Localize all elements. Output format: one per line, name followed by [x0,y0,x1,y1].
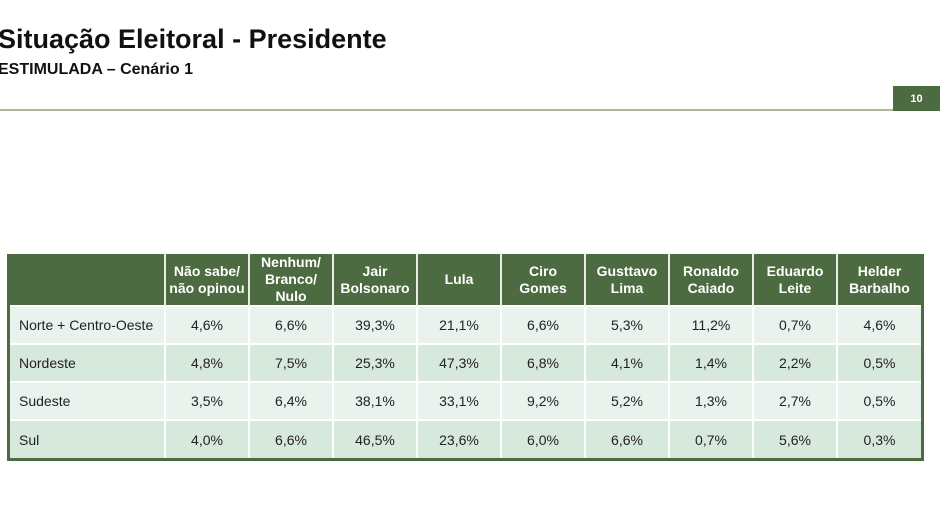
header-caiado: Ronaldo Caiado [668,254,753,306]
header-bolsonaro: Jair Bolsonaro [332,254,417,306]
value-cell: 5,2% [584,381,669,420]
header-divider [0,109,893,111]
region-cell: Norte + Centro-Oeste [10,305,165,344]
header-line: Gusttavo [596,262,658,279]
header-line: Lula [444,271,474,287]
value-cell: 1,3% [668,381,753,420]
value-cell: 6,8% [500,343,585,382]
value-cell: 0,3% [836,419,921,458]
header-barbalho: Helder Barbalho [836,254,921,306]
value-cell: 4,6% [164,305,249,344]
header-line: Não sabe/ [173,262,241,279]
value-cell: 0,5% [836,343,921,382]
value-cell: 4,0% [164,419,249,458]
header-nenhum: Nenhum/Branco/ Nulo [248,254,333,306]
value-cell: 5,3% [584,305,669,344]
value-cell: 47,3% [416,343,501,382]
page-title: Situação Eleitoral - Presidente [0,24,387,54]
value-cell: 4,6% [836,305,921,344]
value-cell: 46,5% [332,419,417,458]
table-row: Norte + Centro-Oeste 4,6% 6,6% 39,3% 21,… [10,305,921,344]
header-line: Branco/ Nulo [264,271,318,304]
header-gusttavo: Gusttavo Lima [584,254,669,306]
value-cell: 4,8% [164,343,249,382]
value-cell: 4,1% [584,343,669,382]
header-region [10,254,165,306]
header-ciro: Ciro Gomes [500,254,585,306]
value-cell: 0,5% [836,381,921,420]
header-line: Helder [857,262,902,279]
value-cell: 6,6% [584,419,669,458]
value-cell: 0,7% [752,305,837,344]
value-cell: 2,7% [752,381,837,420]
region-cell: Sul [10,419,165,458]
value-cell: 23,6% [416,419,501,458]
table-row: Nordeste 4,8% 7,5% 25,3% 47,3% 6,8% 4,1%… [10,343,921,382]
header-line: Caiado [687,279,735,296]
region-cell: Nordeste [10,343,165,382]
value-cell: 6,6% [500,305,585,344]
header-line: Bolsonaro [340,279,410,296]
value-cell: 6,6% [248,305,333,344]
value-cell: 2,2% [752,343,837,382]
table-row: Sul 4,0% 6,6% 46,5% 23,6% 6,0% 6,6% 0,7%… [10,419,921,458]
header-line: Nenhum/ [261,254,321,270]
header-leite: Eduardo Leite [752,254,837,306]
value-cell: 6,6% [248,419,333,458]
value-cell: 21,1% [416,305,501,344]
value-cell: 0,7% [668,419,753,458]
page-subtitle: ESTIMULADA – Cenário 1 [0,61,193,78]
results-table-container: Não sabe/não opinou Nenhum/Branco/ Nulo … [7,254,924,461]
header-line: Jair [362,262,388,279]
value-cell: 9,2% [500,381,585,420]
value-cell: 38,1% [332,381,417,420]
header-line: Barbalho [849,279,910,296]
value-cell: 25,3% [332,343,417,382]
value-cell: 5,6% [752,419,837,458]
value-cell: 6,4% [248,381,333,420]
value-cell: 33,1% [416,381,501,420]
value-cell: 3,5% [164,381,249,420]
table-row: Sudeste 3,5% 6,4% 38,1% 33,1% 9,2% 5,2% … [10,381,921,420]
table-header-row: Não sabe/não opinou Nenhum/Branco/ Nulo … [10,254,921,306]
header-line: Ciro [529,262,557,279]
page-number-badge: 10 [893,86,940,111]
header-line: Lima [610,279,644,296]
header-nao-sabe: Não sabe/não opinou [164,254,249,306]
header-line: Ronaldo [683,262,739,279]
region-cell: Sudeste [10,381,165,420]
value-cell: 39,3% [332,305,417,344]
header-line: Gomes [519,279,567,296]
value-cell: 7,5% [248,343,333,382]
value-cell: 11,2% [668,305,753,344]
header-lula: Lula [416,254,501,306]
header-line: Eduardo [766,262,824,279]
value-cell: 1,4% [668,343,753,382]
header-line: Leite [778,279,812,296]
results-table: Não sabe/não opinou Nenhum/Branco/ Nulo … [10,254,921,458]
header-line: não opinou [169,279,245,296]
value-cell: 6,0% [500,419,585,458]
